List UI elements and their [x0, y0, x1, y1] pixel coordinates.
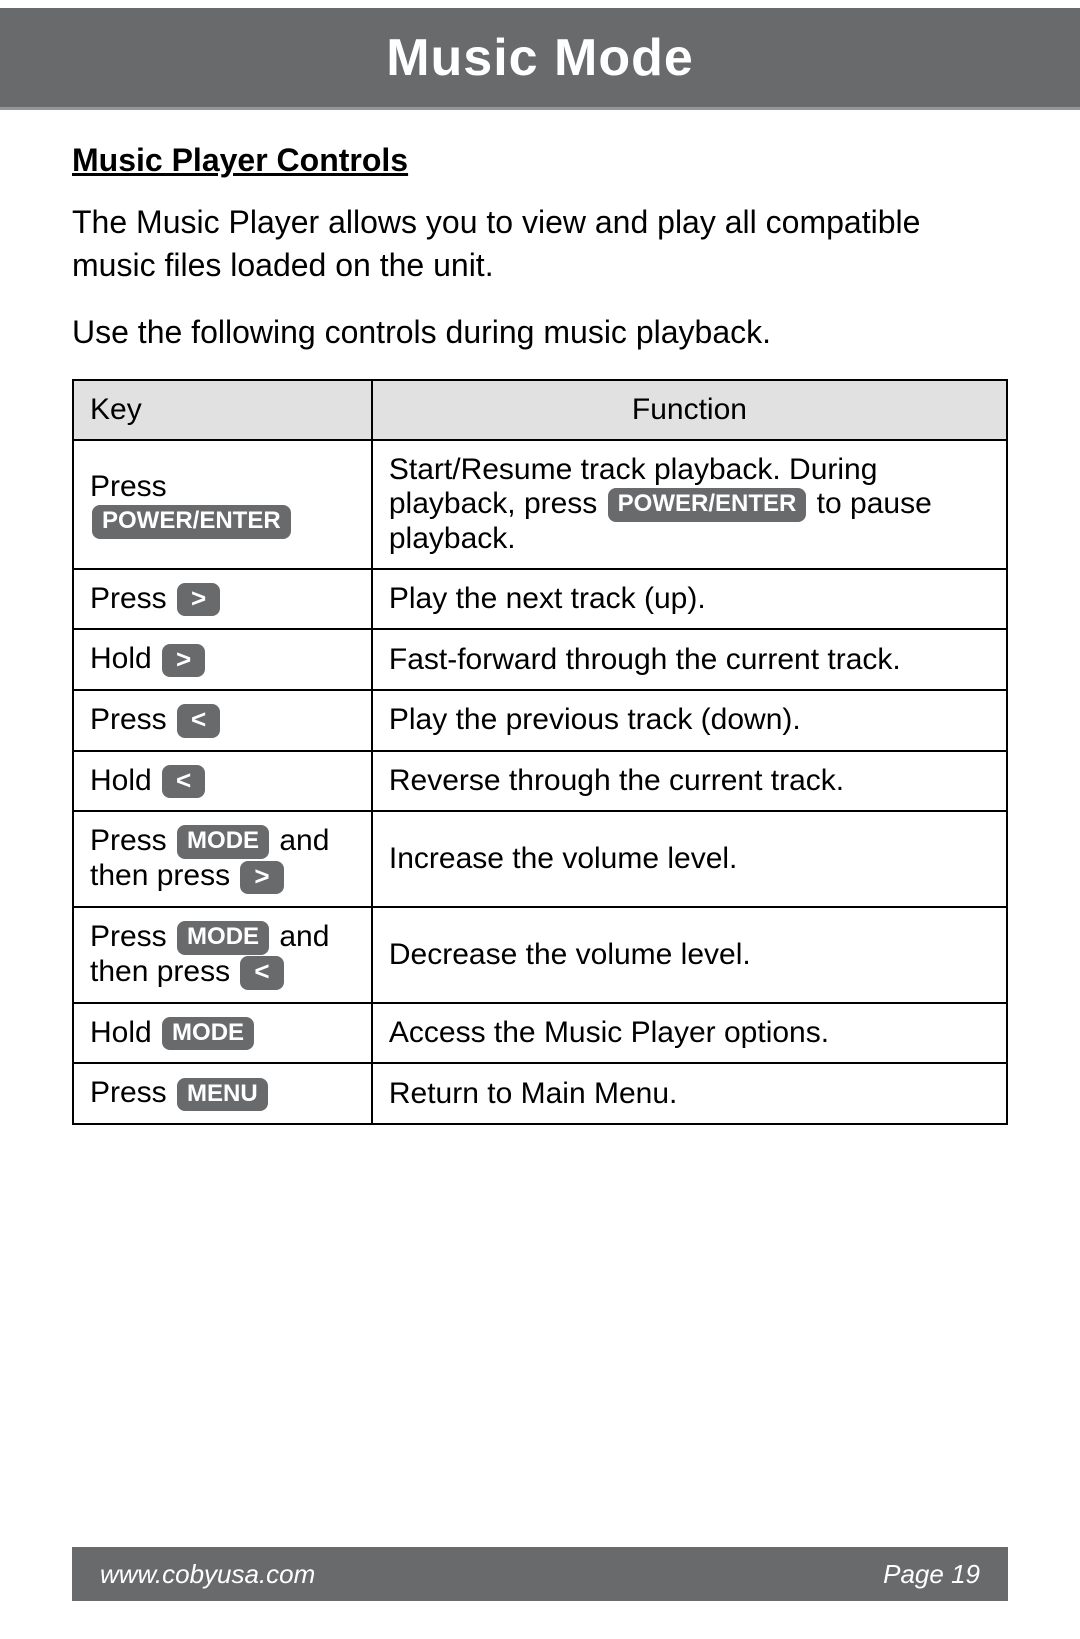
key-cell: Press < — [73, 690, 372, 751]
table-row: Hold MODEAccess the Music Player options… — [73, 1003, 1007, 1064]
manual-page: Music Mode Music Player Controls The Mus… — [0, 0, 1080, 1639]
table-row: Hold >Fast-forward through the current t… — [73, 629, 1007, 690]
header-band: Music Mode — [0, 8, 1080, 110]
content-area: Music Player Controls The Music Player a… — [0, 110, 1080, 1639]
key-cell: Hold > — [73, 629, 372, 690]
table-row: Press MENUReturn to Main Menu. — [73, 1063, 1007, 1124]
key-cell: Press MENU — [73, 1063, 372, 1124]
table-row: Press MODE and then press >Increase the … — [73, 811, 1007, 907]
key-button-icon: < — [162, 765, 205, 798]
key-button-icon: POWER/ENTER — [92, 505, 291, 539]
key-cell: Press MODE and then press > — [73, 811, 372, 907]
table-row: Press >Play the next track (up). — [73, 569, 1007, 630]
function-cell: Increase the volume level. — [372, 811, 1007, 907]
key-button-icon: > — [162, 644, 205, 677]
footer-band: www.cobyusa.com Page 19 — [72, 1547, 1008, 1601]
key-cell: Hold MODE — [73, 1003, 372, 1064]
col-header-function: Function — [372, 380, 1007, 440]
key-button-icon: POWER/ENTER — [608, 488, 807, 522]
table-row: Press <Play the previous track (down). — [73, 690, 1007, 751]
controls-table: Key Function Press POWER/ENTERStart/Resu… — [72, 379, 1008, 1126]
footer-page-number: Page 19 — [883, 1559, 980, 1590]
function-cell: Access the Music Player options. — [372, 1003, 1007, 1064]
table-row: Press MODE and then press <Decrease the … — [73, 907, 1007, 1003]
function-cell: Fast-forward through the current track. — [372, 629, 1007, 690]
key-button-icon: MODE — [177, 825, 269, 859]
col-header-key: Key — [73, 380, 372, 440]
key-button-icon: MODE — [162, 1017, 254, 1051]
key-button-icon: MODE — [177, 921, 269, 955]
table-row: Press POWER/ENTERStart/Resume track play… — [73, 440, 1007, 569]
key-cell: Hold < — [73, 751, 372, 812]
table-header-row: Key Function — [73, 380, 1007, 440]
function-cell: Play the next track (up). — [372, 569, 1007, 630]
function-cell: Return to Main Menu. — [372, 1063, 1007, 1124]
intro-paragraph-1: The Music Player allows you to view and … — [72, 201, 1008, 287]
key-cell: Press POWER/ENTER — [73, 440, 372, 569]
key-button-icon: MENU — [177, 1078, 268, 1112]
key-button-icon: < — [240, 956, 283, 989]
page-title: Music Mode — [386, 28, 694, 88]
function-cell: Play the previous track (down). — [372, 690, 1007, 751]
function-cell: Decrease the volume level. — [372, 907, 1007, 1003]
key-button-icon: < — [177, 704, 220, 737]
footer-url: www.cobyusa.com — [100, 1559, 315, 1590]
key-button-icon: > — [177, 583, 220, 616]
function-cell: Start/Resume track playback. During play… — [372, 440, 1007, 569]
table-row: Hold <Reverse through the current track. — [73, 751, 1007, 812]
intro-paragraph-2: Use the following controls during music … — [72, 311, 1008, 354]
key-cell: Press > — [73, 569, 372, 630]
key-cell: Press MODE and then press < — [73, 907, 372, 1003]
key-button-icon: > — [240, 861, 283, 894]
section-title: Music Player Controls — [72, 142, 1008, 179]
function-cell: Reverse through the current track. — [372, 751, 1007, 812]
